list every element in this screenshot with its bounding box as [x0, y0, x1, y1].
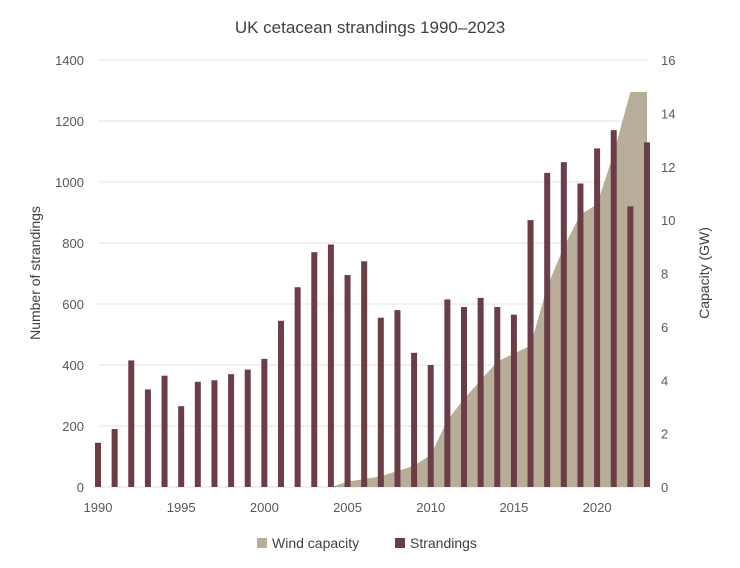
bar-2003 — [311, 252, 318, 487]
bar-1997 — [211, 380, 218, 487]
legend-swatch-wind — [257, 538, 267, 548]
bar-2022 — [627, 206, 634, 487]
bar-2002 — [294, 287, 301, 487]
y2-tick-label: 0 — [661, 480, 668, 495]
bar-1995 — [178, 406, 185, 487]
y2-axis-label: Capacity (GW) — [696, 227, 712, 319]
y-tick-label: 1000 — [55, 175, 84, 190]
bar-2009 — [411, 352, 418, 487]
bar-2016 — [527, 220, 534, 487]
wind-area-shape — [98, 92, 647, 488]
bar-2001 — [278, 320, 284, 487]
bar-1991 — [111, 429, 118, 487]
legend-label-wind: Wind capacity — [272, 535, 359, 551]
bar-2023 — [644, 142, 650, 487]
axis-ticks: 0 200 400 600 800 1000 1200 1400 0 2 4 6 8 10 12 14 16 19… — [55, 53, 675, 515]
y2-tick-label: 10 — [661, 213, 675, 228]
bar-1994 — [161, 375, 168, 487]
x-tick-label: 2005 — [333, 500, 362, 515]
x-tick-label: 2015 — [499, 500, 528, 515]
y2-tick-label: 12 — [661, 160, 675, 175]
gridlines — [98, 59, 647, 488]
x-tick-label: 1990 — [84, 500, 113, 515]
bar-2010 — [427, 365, 434, 487]
bar-2019 — [577, 183, 584, 487]
bar-2006 — [361, 261, 368, 487]
x-tick-label: 2020 — [583, 500, 612, 515]
x-tick-label: 2010 — [416, 500, 445, 515]
bar-2017 — [544, 172, 551, 487]
legend-label-strandings: Strandings — [410, 535, 477, 551]
bar-1998 — [228, 374, 235, 487]
y2-tick-label: 2 — [661, 427, 668, 442]
bar-1993 — [144, 389, 151, 487]
bar-2000 — [261, 358, 268, 487]
bar-2020 — [594, 148, 601, 487]
bar-2014 — [494, 307, 501, 487]
x-tick-label: 1995 — [167, 500, 196, 515]
y2-tick-label: 16 — [661, 53, 675, 68]
bar-1992 — [128, 360, 135, 487]
y-tick-label: 1200 — [55, 114, 84, 129]
y-tick-label: 400 — [62, 358, 84, 373]
bar-2008 — [394, 310, 401, 487]
legend-swatch-strandings — [395, 538, 405, 548]
x-tick-label: 2000 — [250, 500, 279, 515]
y2-tick-label: 8 — [661, 267, 668, 282]
y-tick-label: 200 — [62, 419, 84, 434]
bar-2021 — [610, 130, 617, 487]
bar-2005 — [344, 275, 351, 487]
bar-2011 — [444, 299, 451, 487]
bar-2007 — [377, 317, 384, 487]
y-tick-label: 0 — [77, 480, 84, 495]
y-axis-label: Number of strandings — [27, 206, 43, 340]
y-tick-label: 1400 — [55, 53, 84, 68]
bar-1990 — [95, 442, 101, 487]
bar-2012 — [461, 307, 467, 487]
bar-2004 — [327, 244, 334, 487]
bar-1996 — [194, 381, 201, 487]
bar-2013 — [477, 297, 484, 487]
y2-tick-label: 14 — [661, 106, 675, 121]
y-tick-label: 800 — [62, 236, 84, 251]
strandings-bars — [95, 130, 650, 488]
bar-2018 — [560, 162, 567, 488]
y-tick-label: 600 — [62, 297, 84, 312]
legend: Wind capacity Strandings — [257, 535, 477, 551]
y2-tick-label: 4 — [661, 373, 668, 388]
y2-tick-label: 6 — [661, 320, 668, 335]
bar-2015 — [510, 314, 517, 487]
wind-area — [98, 92, 647, 488]
chart-title: UK cetacean strandings 1990–2023 — [235, 18, 505, 37]
bar-1999 — [244, 369, 251, 487]
